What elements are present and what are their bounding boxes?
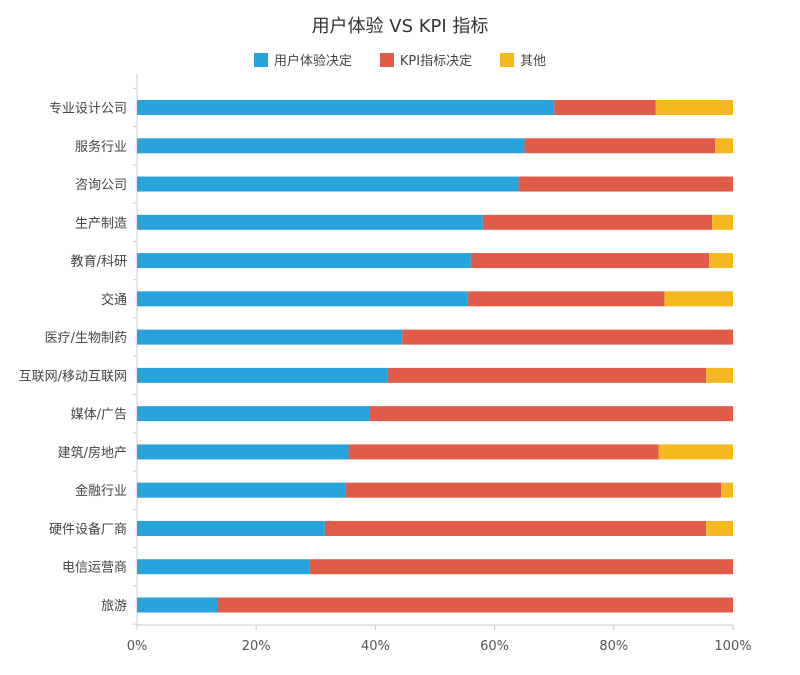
bar-segment-ux[interactable] xyxy=(137,520,325,536)
legend-item-ux[interactable]: 用户体验决定 xyxy=(253,50,352,69)
bar-segment-other[interactable] xyxy=(715,138,733,154)
x-tick-label: 0% xyxy=(127,639,148,654)
bar-segment-kpi[interactable] xyxy=(402,329,733,345)
bar-segment-ux[interactable] xyxy=(137,406,370,422)
bar-segment-other[interactable] xyxy=(706,367,733,383)
category-label: 建筑/房地产 xyxy=(58,445,127,461)
bar-segment-ux[interactable] xyxy=(137,291,468,307)
category-label: 交通 xyxy=(101,292,127,308)
bar-segment-ux[interactable] xyxy=(137,559,310,575)
bar-segment-ux[interactable] xyxy=(137,329,403,345)
bar-segment-ux[interactable] xyxy=(137,138,525,154)
legend-item-kpi[interactable]: KPI指标决定 xyxy=(379,50,473,69)
bar-segment-other[interactable] xyxy=(712,214,733,230)
category-label: 服务行业 xyxy=(75,139,127,155)
bar-segment-other[interactable] xyxy=(655,100,733,115)
legend-label-kpi: KPI指标决定 xyxy=(399,54,473,69)
bar-segment-ux[interactable] xyxy=(137,444,349,460)
bar-segment-ux[interactable] xyxy=(137,482,346,498)
category-label: 金融行业 xyxy=(75,483,127,499)
bar-segment-other[interactable] xyxy=(658,444,734,460)
category-label: 咨询公司 xyxy=(75,178,127,193)
bar-segment-kpi[interactable] xyxy=(467,291,665,307)
chart-title: 用户体验 VS KPI 指标 xyxy=(311,16,489,37)
legend-swatch-ux xyxy=(253,52,268,67)
x-tick-label: 60% xyxy=(480,639,509,654)
bar-segment-other[interactable] xyxy=(721,482,733,498)
x-tick-label: 40% xyxy=(361,639,390,654)
x-tick-label: 80% xyxy=(599,639,628,654)
bar-segment-kpi[interactable] xyxy=(348,444,659,460)
category-label: 电信运营商 xyxy=(62,561,127,576)
category-label: 专业设计公司 xyxy=(49,102,127,117)
bar-segment-ux[interactable] xyxy=(137,253,471,269)
legend-label-other: 其他 xyxy=(520,54,547,69)
legend-swatch-other xyxy=(500,52,515,67)
bar-segment-kpi[interactable] xyxy=(369,406,733,422)
category-label: 旅游 xyxy=(101,599,127,614)
bar-segment-kpi[interactable] xyxy=(217,597,733,613)
bar-segment-kpi[interactable] xyxy=(387,367,707,383)
legend-item-other[interactable]: 其他 xyxy=(500,50,546,69)
bar-segment-kpi[interactable] xyxy=(345,482,722,498)
category-label: 互联网/移动互联网 xyxy=(19,369,127,384)
bar-segment-ux[interactable] xyxy=(137,214,483,230)
category-label: 生产制造 xyxy=(75,216,127,231)
bar-segment-kpi[interactable] xyxy=(482,214,713,230)
bar-segment-ux[interactable] xyxy=(137,597,218,613)
bar-segment-kpi[interactable] xyxy=(470,253,710,269)
category-label: 医疗/生物制药 xyxy=(45,331,127,346)
bar-segment-kpi[interactable] xyxy=(518,176,733,192)
bar-segment-kpi[interactable] xyxy=(554,100,656,115)
bar-segment-ux[interactable] xyxy=(137,367,388,383)
category-label: 媒体/广告 xyxy=(71,408,127,423)
bar-segment-ux[interactable] xyxy=(137,100,555,115)
bar-segment-kpi[interactable] xyxy=(324,520,707,536)
bar-segment-other[interactable] xyxy=(709,253,733,269)
bar-segment-ux[interactable] xyxy=(137,176,519,192)
x-tick-label: 100% xyxy=(714,639,751,654)
legend-swatch-kpi xyxy=(379,52,394,67)
bar-segment-kpi[interactable] xyxy=(309,559,733,575)
legend: 用户体验决定 KPI指标决定 其他 xyxy=(0,50,800,69)
bar-segment-other[interactable] xyxy=(664,291,733,307)
bar-segment-kpi[interactable] xyxy=(524,138,716,154)
x-tick-label: 20% xyxy=(242,639,271,654)
bar-segment-other[interactable] xyxy=(706,520,733,536)
category-label: 硬件设备厂商 xyxy=(49,521,127,537)
legend-label-ux: 用户体验决定 xyxy=(273,54,352,69)
category-label: 教育/科研 xyxy=(71,254,127,270)
